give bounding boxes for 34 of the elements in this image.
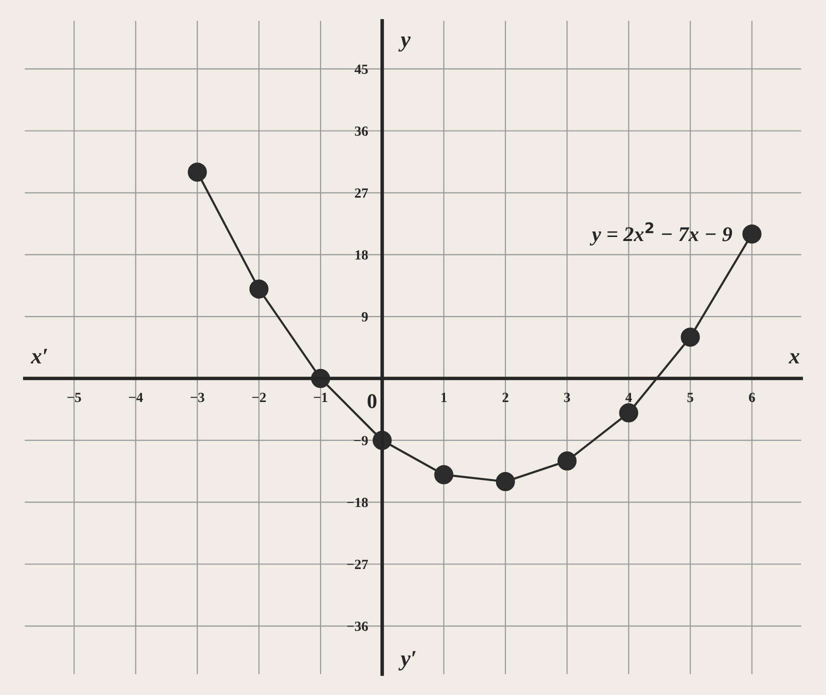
x-tick-label: 5 [687, 392, 694, 402]
y-tick-label: −9 [354, 436, 368, 446]
annotation: x′ [30, 348, 48, 364]
y-tick-label: 18 [356, 250, 368, 260]
y-tick-label: 45 [354, 64, 368, 74]
point [619, 403, 638, 422]
point [496, 472, 515, 492]
annotation: y = 2x$^{2}$ − 7x − 9 [590, 222, 732, 246]
y-tick-label: −27 [347, 560, 368, 569]
x-tick-label: 6 [748, 392, 755, 402]
x-tick-label: 1 [441, 392, 447, 402]
x-tick-label: 2 [502, 392, 508, 402]
x-tick-label: −1 [314, 392, 328, 402]
annotation: y′ [398, 651, 416, 670]
y-tick-label: 36 [354, 126, 368, 136]
point [742, 224, 762, 244]
y-axis-title: y [398, 36, 411, 52]
annotation: 0 [368, 394, 376, 408]
x-tick-label: −3 [190, 392, 204, 402]
point [434, 465, 454, 484]
point [680, 328, 700, 347]
y-tick-label: 27 [354, 188, 368, 198]
point [558, 451, 577, 471]
y-tick-label: 9 [362, 312, 368, 322]
x-tick-label: −4 [129, 392, 143, 402]
x-axis-title: x [788, 353, 800, 364]
x-tick-label: −5 [67, 392, 81, 402]
x-tick-label: 3 [564, 392, 570, 402]
point [249, 280, 268, 299]
x-tick-label: −2 [252, 392, 266, 402]
x-tick-label: 4 [625, 392, 632, 402]
y-tick-label: −18 [347, 498, 368, 508]
y-tick-label: −36 [347, 622, 368, 631]
point [188, 162, 207, 182]
